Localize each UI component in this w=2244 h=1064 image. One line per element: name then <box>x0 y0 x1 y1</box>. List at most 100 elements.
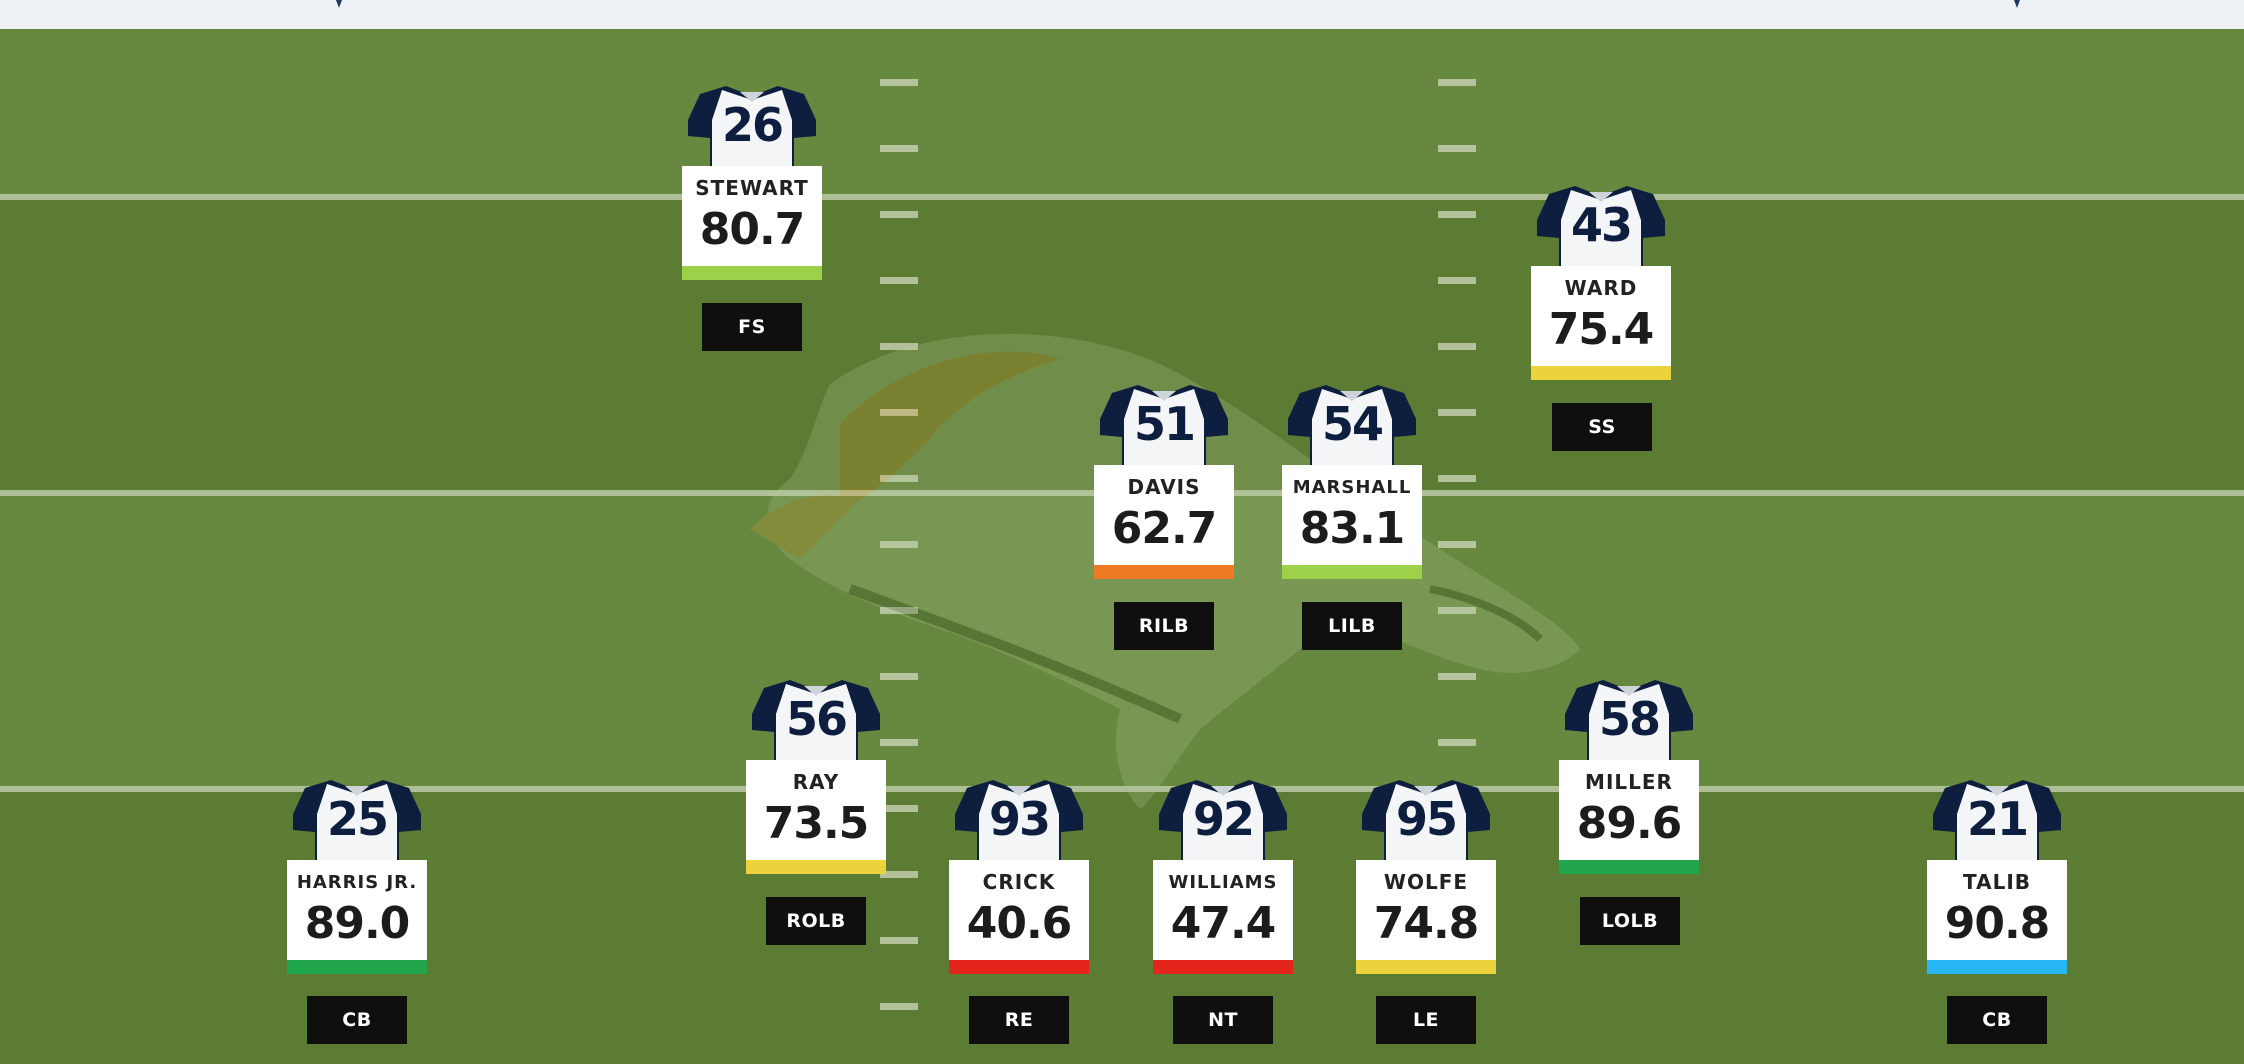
player-name: RAY <box>792 770 840 794</box>
player-card: WOLFE 74.8 <box>1356 860 1496 974</box>
player-name: HARRIS JR. <box>296 872 418 893</box>
player-card: MARSHALL 83.1 <box>1282 465 1422 579</box>
hash-mark <box>880 937 918 944</box>
jersey-icon: 92 <box>1153 774 1293 874</box>
player-grade: 47.4 <box>1170 898 1277 949</box>
grade-bar <box>1531 366 1671 380</box>
yard-line <box>0 786 2244 792</box>
hash-mark <box>880 541 918 548</box>
yard-line <box>0 194 2244 200</box>
hash-mark <box>880 805 918 812</box>
position-tag-re: RE <box>969 996 1069 1044</box>
right-marker-icon <box>2014 0 2020 8</box>
player-cb-right[interactable]: 25 HARRIS JR. 89.0 <box>287 774 427 974</box>
player-grade: 73.5 <box>763 798 870 849</box>
position-tag-rilb: RILB <box>1114 602 1214 650</box>
hash-mark <box>880 673 918 680</box>
grade-bar <box>1282 565 1422 579</box>
player-re[interactable]: 93 CRICK 40.6 <box>949 774 1089 974</box>
player-fs[interactable]: 26 STEWART 80.7 <box>682 80 822 280</box>
position-tag-ss: SS <box>1552 403 1652 451</box>
hash-mark <box>1438 739 1476 746</box>
jersey-icon: 93 <box>949 774 1089 874</box>
hash-mark <box>880 343 918 350</box>
hash-mark <box>1438 541 1476 548</box>
player-name: TALIB <box>1963 870 2031 894</box>
hash-mark <box>880 79 918 86</box>
hash-mark <box>1438 79 1476 86</box>
position-tag-nt: NT <box>1173 996 1273 1044</box>
player-name: MARSHALL <box>1292 477 1412 498</box>
hash-mark <box>1438 211 1476 218</box>
player-card: CRICK 40.6 <box>949 860 1089 974</box>
hash-mark <box>880 409 918 416</box>
player-lolb[interactable]: 58 MILLER 89.6 <box>1559 674 1699 874</box>
football-field: 26 STEWART 80.7 FS 43 WARD 75.4 SS 51 DAVI… <box>0 29 2244 1064</box>
player-cb-left[interactable]: 21 TALIB 90.8 <box>1927 774 2067 974</box>
grade-bar <box>682 266 822 280</box>
player-rilb[interactable]: 51 DAVIS 62.7 <box>1094 379 1234 579</box>
position-tag-fs: FS <box>702 303 802 351</box>
jersey-icon: 25 <box>287 774 427 874</box>
jersey-icon: 43 <box>1531 180 1671 280</box>
position-tag-lolb: LOLB <box>1580 897 1680 945</box>
jersey-icon: 58 <box>1559 674 1699 774</box>
jersey-icon: 51 <box>1094 379 1234 479</box>
position-tag-lilb: LILB <box>1302 602 1402 650</box>
player-name: WOLFE <box>1383 870 1469 894</box>
hash-mark <box>880 145 918 152</box>
player-card: RAY 73.5 <box>746 760 886 874</box>
player-grade: 80.7 <box>699 204 806 255</box>
player-grade: 40.6 <box>966 898 1073 949</box>
hash-mark <box>880 475 918 482</box>
player-name: WARD <box>1564 276 1638 300</box>
hash-mark <box>880 277 918 284</box>
player-ss[interactable]: 43 WARD 75.4 <box>1531 180 1671 380</box>
player-lilb[interactable]: 54 MARSHALL 83.1 <box>1282 379 1422 579</box>
jersey-icon: 95 <box>1356 774 1496 874</box>
grade-bar <box>1094 565 1234 579</box>
player-grade: 75.4 <box>1548 304 1655 355</box>
hash-mark <box>1438 409 1476 416</box>
player-card: STEWART 80.7 <box>682 166 822 280</box>
hash-mark <box>880 607 918 614</box>
position-tag-cb-left: CB <box>1947 996 2047 1044</box>
left-marker-icon <box>336 0 342 8</box>
player-card: WARD 75.4 <box>1531 266 1671 380</box>
player-card: MILLER 89.6 <box>1559 760 1699 874</box>
hash-mark <box>880 211 918 218</box>
grade-bar <box>746 860 886 874</box>
hash-mark <box>880 1003 918 1010</box>
player-card: DAVIS 62.7 <box>1094 465 1234 579</box>
hash-mark <box>1438 343 1476 350</box>
player-grade: 62.7 <box>1111 503 1218 554</box>
grade-bar <box>949 960 1089 974</box>
player-name: MILLER <box>1585 770 1673 794</box>
player-card: WILLIAMS 47.4 <box>1153 860 1293 974</box>
jersey-icon: 26 <box>682 80 822 180</box>
player-grade: 89.0 <box>304 898 411 949</box>
player-grade: 83.1 <box>1299 503 1406 554</box>
position-tag-cb-right: CB <box>307 996 407 1044</box>
jersey-icon: 54 <box>1282 379 1422 479</box>
jersey-icon: 56 <box>746 674 886 774</box>
grade-bar <box>287 960 427 974</box>
grade-bar <box>1153 960 1293 974</box>
player-rolb[interactable]: 56 RAY 73.5 <box>746 674 886 874</box>
player-card: TALIB 90.8 <box>1927 860 2067 974</box>
player-nt[interactable]: 92 WILLIAMS 47.4 <box>1153 774 1293 974</box>
player-name: WILLIAMS <box>1168 872 1278 893</box>
hash-mark <box>1438 277 1476 284</box>
player-name: DAVIS <box>1127 475 1201 499</box>
player-name: CRICK <box>982 870 1056 894</box>
hash-mark <box>1438 673 1476 680</box>
player-grade: 90.8 <box>1944 898 2051 949</box>
player-name: STEWART <box>695 176 809 200</box>
jersey-icon: 21 <box>1927 774 2067 874</box>
grade-bar <box>1356 960 1496 974</box>
hash-mark <box>1438 475 1476 482</box>
player-le[interactable]: 95 WOLFE 74.8 <box>1356 774 1496 974</box>
position-tag-le: LE <box>1376 996 1476 1044</box>
top-bar <box>0 0 2244 29</box>
player-grade: 74.8 <box>1373 898 1480 949</box>
